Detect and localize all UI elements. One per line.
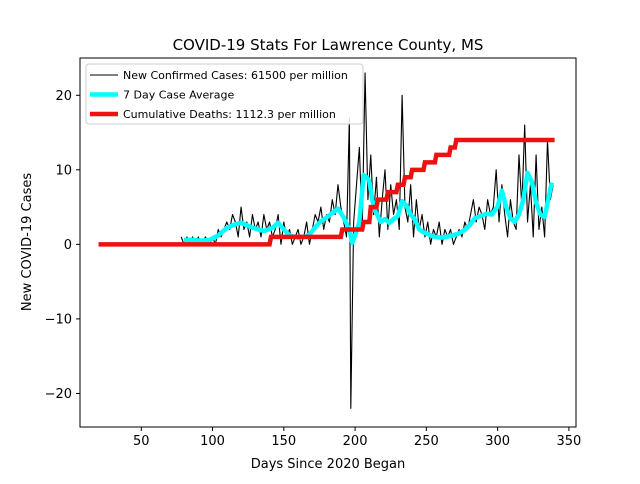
x-tick-label: 150	[271, 434, 296, 449]
x-tick-label: 50	[133, 434, 150, 449]
y-tick-label: −20	[45, 387, 72, 402]
plot-area	[98, 72, 555, 409]
x-tick-label: 350	[556, 434, 581, 449]
y-axis-label: New COVID-19 Cases	[20, 173, 35, 311]
legend-label: Cumulative Deaths: 1112.3 per million	[123, 108, 336, 121]
plot-frame	[79, 57, 577, 428]
legend: New Confirmed Cases: 61500 per million 7 …	[85, 63, 364, 125]
legend-box	[85, 63, 364, 125]
y-tick-label: −10	[45, 312, 72, 327]
legend-label: 7 Day Case Average	[123, 89, 235, 102]
chart-title: COVID-19 Stats For Lawrence County, MS	[173, 36, 484, 54]
series-7-day-average-line	[184, 170, 554, 246]
x-tick-label: 200	[343, 434, 368, 449]
x-tick-label: 300	[485, 434, 510, 449]
x-tick-label: 100	[200, 434, 225, 449]
y-tick-label: 10	[55, 163, 72, 178]
legend-label: New Confirmed Cases: 61500 per million	[123, 69, 348, 82]
y-tick-label: 20	[55, 89, 72, 104]
series-cumulative-deaths-line	[98, 137, 555, 247]
y-tick-label: 0	[64, 238, 72, 253]
x-axis-label: Days Since 2020 Began	[251, 457, 406, 472]
x-tick-label: 250	[414, 434, 439, 449]
